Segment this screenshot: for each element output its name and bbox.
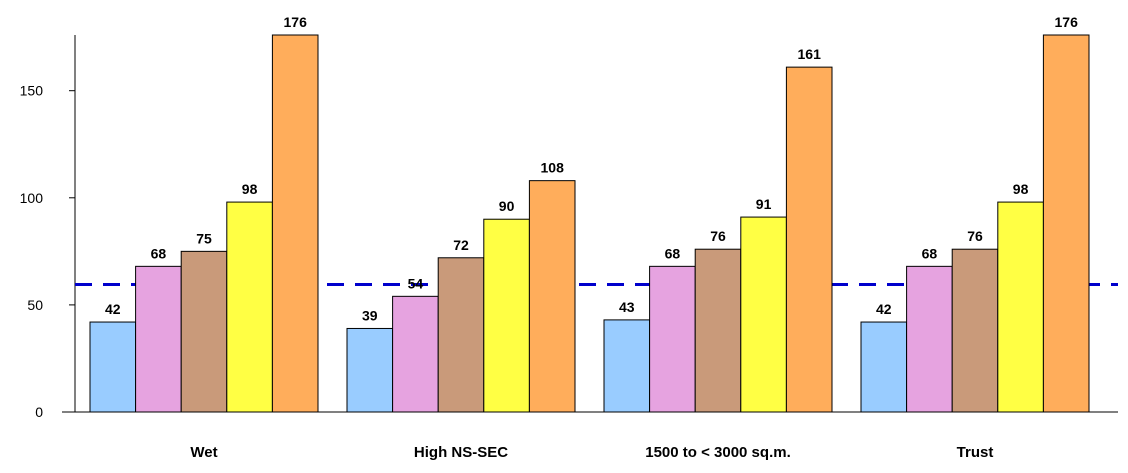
data-label: 98 — [1013, 181, 1029, 197]
bar — [271, 34, 319, 413]
bar — [89, 321, 137, 413]
data-label: 72 — [453, 237, 469, 253]
bar — [785, 66, 833, 413]
bar — [346, 327, 394, 413]
category-label: Trust — [957, 444, 994, 461]
data-label: 68 — [922, 245, 938, 261]
data-label: 91 — [756, 196, 772, 212]
y-tick-label: 150 — [20, 83, 44, 99]
data-label: 161 — [798, 46, 822, 62]
category-label: High NS-SEC — [414, 444, 508, 461]
bar — [135, 265, 182, 413]
bar — [483, 218, 530, 413]
data-label: 43 — [619, 299, 635, 315]
y-tick-label: 50 — [27, 297, 43, 313]
data-label: 75 — [196, 230, 212, 246]
data-label: 98 — [242, 181, 258, 197]
y-tick-label: 0 — [35, 404, 43, 420]
data-label: 68 — [665, 245, 681, 261]
category-label: 1500 to < 3000 sq.m. — [645, 444, 791, 461]
category-label: Wet — [190, 444, 217, 461]
data-label: 108 — [541, 160, 565, 176]
bar — [997, 201, 1044, 413]
bar — [649, 265, 696, 413]
bar — [226, 201, 273, 413]
bar — [1042, 34, 1090, 413]
data-label: 176 — [284, 14, 308, 30]
bar — [906, 265, 953, 413]
data-label: 68 — [151, 245, 167, 261]
bar — [740, 216, 787, 413]
data-label: 39 — [362, 307, 378, 323]
bar — [603, 319, 651, 413]
bar — [694, 248, 742, 413]
bar — [392, 295, 439, 413]
bar — [528, 180, 576, 413]
data-label: 176 — [1055, 14, 1079, 30]
bar — [437, 257, 485, 413]
bars — [89, 34, 1090, 413]
bar — [860, 321, 908, 413]
data-label: 76 — [710, 228, 726, 244]
bar — [951, 248, 999, 413]
data-label: 42 — [105, 301, 121, 317]
y-tick-label: 100 — [20, 190, 44, 206]
bar — [180, 250, 228, 413]
data-label: 42 — [876, 301, 892, 317]
data-labels: 42 68 75 98 176 39 54 72 90 108 43 68 76 91 161 42 68 76 9… — [105, 14, 1078, 323]
data-label: 54 — [408, 275, 424, 291]
data-label: 76 — [967, 228, 983, 244]
data-label: 90 — [499, 198, 515, 214]
